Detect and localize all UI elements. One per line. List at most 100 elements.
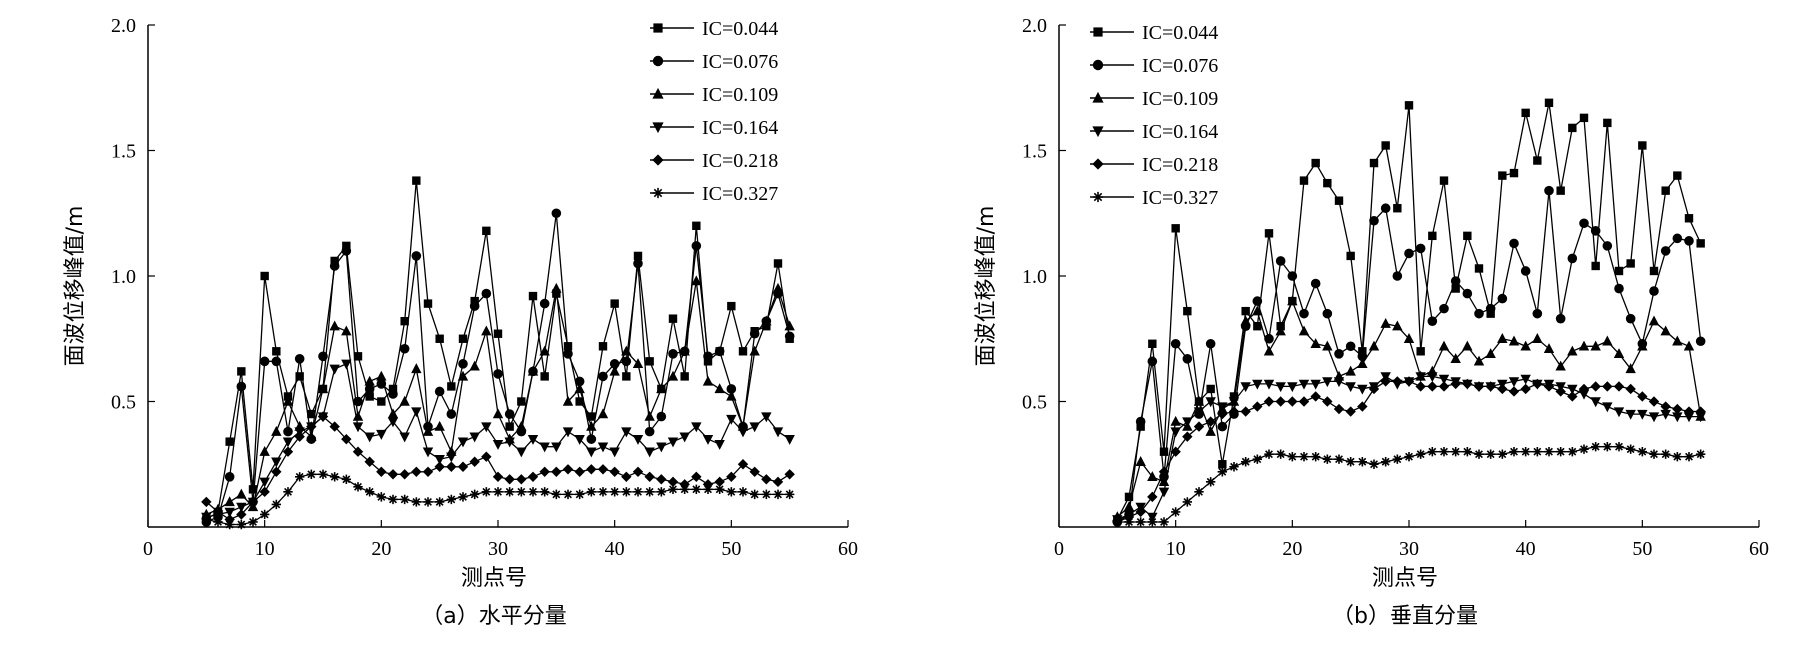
data-point — [1450, 447, 1461, 457]
data-point-shape — [504, 487, 515, 497]
data-point — [528, 291, 538, 301]
data-point — [1299, 308, 1309, 319]
legend-entry: IC=0.164 — [1090, 121, 1218, 143]
data-point-shape — [493, 487, 503, 497]
data-point — [1695, 336, 1706, 347]
data-point-shape — [1310, 391, 1321, 402]
data-point-shape — [1287, 271, 1298, 281]
data-point-shape — [1625, 363, 1636, 374]
data-point — [586, 447, 597, 458]
data-point-shape — [762, 322, 771, 331]
data-point-shape — [1660, 325, 1671, 336]
data-point-shape — [457, 437, 469, 448]
data-point — [1579, 113, 1589, 123]
data-point — [562, 395, 574, 406]
data-point-shape — [1217, 467, 1228, 477]
data-point — [1462, 340, 1473, 351]
data-point-shape — [1450, 353, 1461, 364]
data-point-shape — [1357, 457, 1368, 467]
legend-marker-shape — [653, 23, 663, 33]
data-point-shape — [1497, 333, 1508, 343]
data-point-shape — [1415, 381, 1426, 392]
data-point-shape — [1533, 156, 1542, 165]
data-point — [1205, 416, 1216, 427]
data-point-shape — [644, 487, 655, 497]
legend-entry: IC=0.327 — [650, 183, 778, 205]
data-point — [656, 474, 667, 485]
data-point-shape — [1334, 196, 1344, 205]
data-point — [1275, 382, 1286, 393]
data-point — [1252, 401, 1263, 412]
data-point-shape — [1205, 477, 1216, 487]
data-point — [1404, 452, 1414, 462]
data-point-shape — [377, 397, 386, 406]
data-point — [726, 471, 737, 482]
legend-marker — [652, 87, 664, 99]
data-point — [1392, 376, 1403, 387]
data-point — [434, 455, 445, 465]
data-point — [434, 420, 445, 431]
data-point — [399, 395, 410, 406]
data-point-shape — [1614, 266, 1624, 276]
data-point-shape — [1637, 447, 1648, 457]
data-point-shape — [458, 359, 468, 369]
data-point — [1638, 141, 1647, 150]
data-point — [1520, 383, 1531, 395]
data-point-shape — [1684, 236, 1694, 246]
data-point — [1415, 449, 1426, 459]
data-point — [422, 447, 434, 458]
data-point-shape — [773, 489, 783, 500]
data-point-shape — [562, 395, 574, 406]
data-point — [703, 484, 713, 495]
data-point — [458, 334, 468, 343]
legend-marker — [1092, 91, 1104, 103]
data-point-shape — [1637, 391, 1648, 402]
data-point — [259, 509, 270, 520]
data-point-shape — [1217, 421, 1228, 432]
data-point — [1205, 477, 1216, 487]
data-point-shape — [271, 425, 282, 436]
data-point-shape — [667, 476, 679, 488]
data-point — [1590, 381, 1601, 392]
data-point-shape — [1123, 501, 1135, 512]
data-point-shape — [1567, 384, 1578, 395]
data-point — [528, 487, 538, 497]
data-point-shape — [1474, 449, 1484, 459]
data-point — [1345, 457, 1356, 467]
data-point — [457, 370, 469, 381]
data-point-shape — [784, 434, 795, 445]
data-point-shape — [388, 384, 398, 394]
data-point — [247, 496, 259, 508]
data-point — [1648, 315, 1660, 326]
data-point-shape — [1673, 171, 1682, 180]
data-point-shape — [656, 474, 667, 485]
data-point — [1252, 379, 1263, 390]
data-point — [610, 299, 619, 308]
data-point-shape — [539, 442, 550, 453]
data-point — [1439, 176, 1449, 185]
data-point — [352, 422, 364, 433]
data-point-shape — [714, 476, 725, 488]
data-point-shape — [668, 484, 678, 495]
data-point-shape — [294, 431, 305, 442]
data-point-shape — [574, 383, 585, 394]
data-point — [1368, 383, 1380, 395]
data-point — [749, 466, 760, 477]
data-point — [1264, 449, 1274, 459]
data-point-shape — [667, 370, 679, 381]
data-point — [1275, 449, 1286, 459]
legend-label: IC=0.109 — [702, 84, 778, 106]
legend-label: IC=0.076 — [702, 51, 778, 73]
data-point-shape — [1509, 168, 1519, 178]
data-point — [1275, 325, 1286, 336]
x-tick-label: 10 — [1166, 538, 1186, 560]
data-point — [703, 357, 713, 366]
data-point-shape — [539, 466, 550, 477]
data-point-shape — [1520, 266, 1531, 276]
data-point-shape — [528, 291, 538, 301]
data-point-shape — [726, 471, 737, 482]
data-point — [1555, 360, 1566, 371]
data-point — [1567, 384, 1578, 395]
data-point — [329, 421, 340, 432]
